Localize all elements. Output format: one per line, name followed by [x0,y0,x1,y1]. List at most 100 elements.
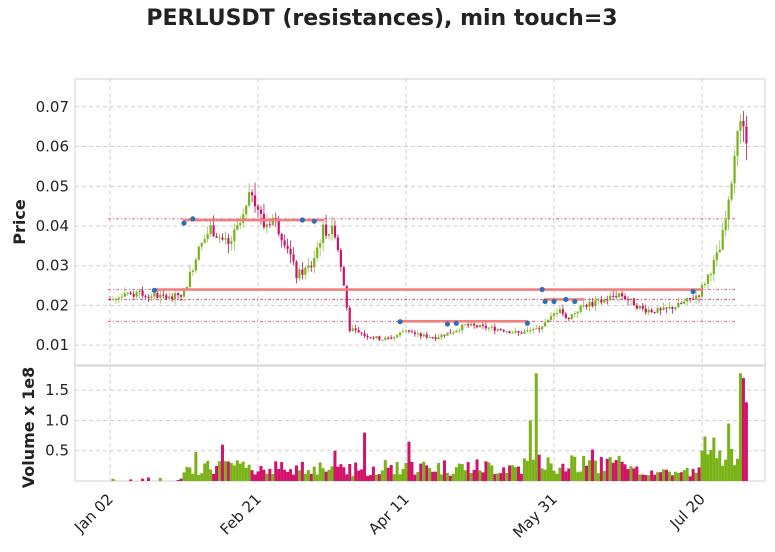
volume-bar [437,463,441,481]
candle-body [609,295,612,301]
volume-bar [472,469,476,481]
volume-bar [425,465,429,481]
volume-bar [519,473,523,481]
volume-bar [469,472,473,481]
volume-bar [576,472,580,481]
volume-bar [318,462,322,481]
candle-body [629,298,633,301]
price-axis-label: Price [10,199,29,245]
volume-bar [194,451,198,481]
candle-body [396,335,399,338]
candle-body [147,296,150,298]
volume-bar [481,472,485,481]
volume-bar [342,467,346,481]
volume-bar [176,480,180,481]
volume-bar [697,467,701,481]
volume-bar [558,467,562,481]
volume-bar [582,455,586,481]
volume-bar [611,462,615,481]
candle-body [156,293,159,298]
candle-body [250,192,254,196]
volume-bar [111,478,115,481]
candle-body [138,290,141,293]
candle-body [623,296,627,300]
candle-body [182,288,186,297]
volume-bar [292,474,296,481]
candle-body [212,225,215,237]
volume-bar [215,465,219,481]
volume-bar [348,463,352,481]
volume-bar [590,449,594,481]
volume-bar [691,469,695,481]
volume-bar [238,463,242,481]
volume-bar [730,448,734,481]
candle-body [567,317,570,320]
volume-bar [721,465,725,481]
volume-bar [286,471,290,481]
candle-body [422,334,425,337]
candle-body [514,331,517,333]
candle-body [135,292,138,297]
candle-body [401,331,405,333]
candle-body [523,331,526,334]
candle-body [111,299,115,301]
candle-body [638,305,641,309]
candle-body [594,299,597,307]
candle-body [573,313,576,315]
volume-bar [197,474,201,481]
candle-body [529,330,532,332]
volume-bar [422,461,426,481]
candle-body [372,337,375,339]
candle-body [375,336,378,339]
x-tick-label: Jan 02 [70,490,117,537]
volume-bar [404,462,408,481]
candle-body [132,294,135,297]
volume-bar [374,474,378,481]
touch-point [181,220,187,226]
volume-bar [280,462,284,481]
volume-bar [685,467,689,481]
volume-bar [428,468,432,481]
volume-bar [377,474,381,481]
volume-bar [555,473,559,481]
volume-bar [289,469,293,481]
candle-body [206,234,209,240]
candle-body [647,309,650,313]
candle-body [464,324,467,326]
candle-body [615,296,618,298]
volume-bar [516,466,520,481]
volume-tick-label: 1.5 [45,381,69,399]
candle-body [209,225,212,235]
volume-bar [727,423,731,481]
candle-body [694,295,698,300]
candle-body [200,242,203,247]
candle-body [520,332,523,334]
volume-bar [496,473,500,481]
candle-body [369,337,372,339]
candle-body [620,293,624,297]
volume-bar [667,471,671,481]
volume-bar [141,478,145,481]
candle-body [390,337,393,339]
x-tick-label: Feb 21 [216,490,264,538]
volume-bar [327,469,331,481]
volume-bar [345,474,349,481]
volume-bar [502,467,506,481]
candle-body [230,241,233,244]
candle-body [552,313,556,317]
volume-bar [401,468,405,481]
volume-bar [514,467,518,481]
volume-bar [579,471,583,481]
volume-bar [676,472,680,481]
volume-bar [629,466,633,481]
candle-body [387,337,390,339]
candle-body [360,332,363,334]
volume-bar [383,459,387,481]
candle-body [114,298,118,300]
volume-bar [191,473,195,481]
volume-bar [220,444,224,481]
volume-bar [623,464,627,481]
touch-point [563,296,569,303]
volume-bar [656,472,660,481]
price-tick-label: 0.06 [36,138,69,156]
